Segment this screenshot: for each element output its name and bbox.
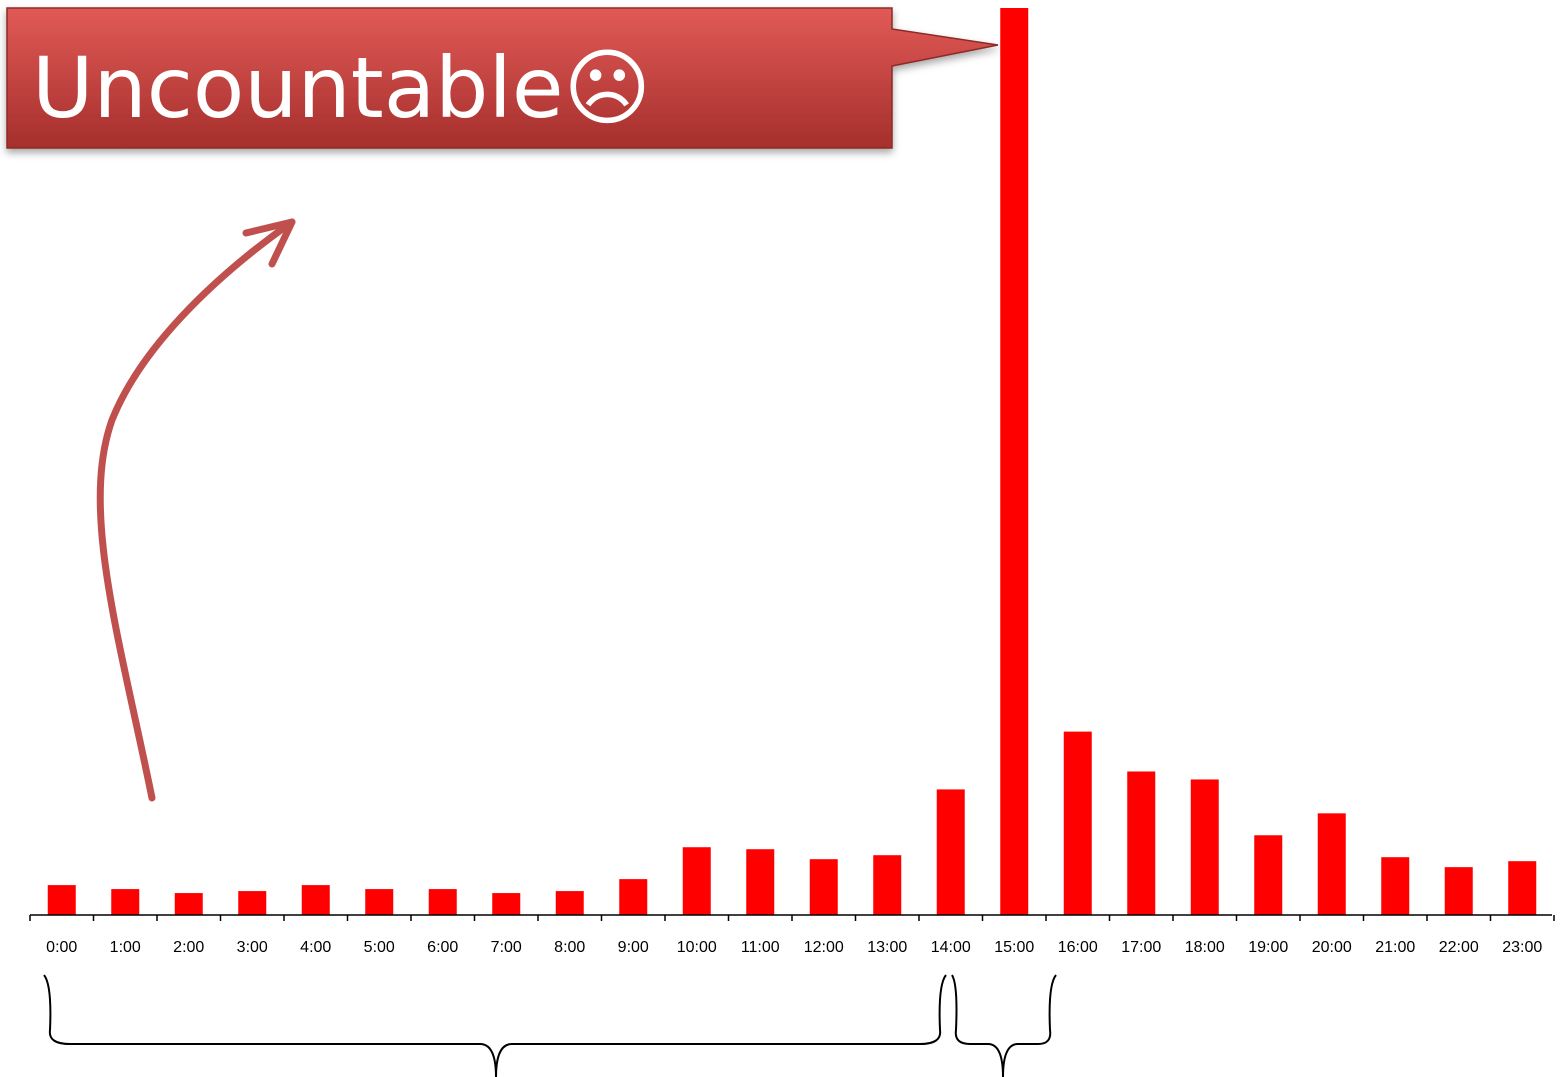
x-tick-label: 11:00 bbox=[741, 939, 780, 956]
x-tick-label: 17:00 bbox=[1121, 939, 1161, 956]
bar-9-00 bbox=[619, 879, 648, 915]
x-tick-label: 6:00 bbox=[427, 939, 458, 956]
x-tick-label: 8:00 bbox=[554, 939, 585, 956]
x-tick-label: 7:00 bbox=[491, 939, 522, 956]
bar-20-00 bbox=[1317, 813, 1346, 915]
x-tick-label: 15:00 bbox=[994, 939, 1034, 956]
bar-18-00 bbox=[1190, 779, 1219, 915]
x-tick-label: 2:00 bbox=[173, 939, 204, 956]
bar-2-00 bbox=[174, 893, 203, 915]
bar-14-00 bbox=[936, 789, 965, 915]
bar-5-00 bbox=[365, 889, 394, 915]
x-tick-label: 3:00 bbox=[237, 939, 268, 956]
x-tick-label: 10:00 bbox=[677, 939, 717, 956]
bar-7-00 bbox=[492, 893, 521, 915]
bar-17-00 bbox=[1127, 771, 1156, 915]
callout-box bbox=[6, 7, 999, 149]
x-tick-label: 22:00 bbox=[1439, 939, 1479, 956]
bar-12-00 bbox=[809, 859, 838, 915]
x-tick-label: 9:00 bbox=[618, 939, 649, 956]
x-tick-label: 20:00 bbox=[1312, 939, 1352, 956]
bar-16-00 bbox=[1063, 731, 1092, 915]
x-tick-label: 21:00 bbox=[1375, 939, 1415, 956]
callout-text: Uncountable☹ bbox=[32, 39, 651, 137]
brace-large bbox=[43, 974, 947, 1077]
bar-23-00 bbox=[1508, 861, 1537, 915]
x-tick-label: 12:00 bbox=[804, 939, 844, 956]
curved-arrow bbox=[96, 218, 296, 802]
x-tick-label: 5:00 bbox=[364, 939, 395, 956]
callout bbox=[6, 7, 999, 149]
bar-13-00 bbox=[873, 855, 902, 915]
bar-3-00 bbox=[238, 891, 267, 915]
bar-0-00 bbox=[47, 885, 76, 915]
bars-group bbox=[47, 8, 1537, 915]
bar-8-00 bbox=[555, 891, 584, 915]
x-tick-label: 1:00 bbox=[110, 939, 141, 956]
bar-19-00 bbox=[1254, 835, 1283, 915]
bar-21-00 bbox=[1381, 857, 1410, 915]
x-axis-tick-labels: 0:00 1:00 2:00 3:00 4:00 5:00 6:00 7:00 8:00 9:00… bbox=[46, 939, 1542, 956]
bar-6-00 bbox=[428, 889, 457, 915]
x-tick-label: 14:00 bbox=[931, 939, 971, 956]
curved-arrow-head bbox=[242, 218, 296, 268]
bar-4-00 bbox=[301, 885, 330, 915]
x-tick-label: 23:00 bbox=[1502, 939, 1542, 956]
x-tick-label: 0:00 bbox=[46, 939, 77, 956]
bar-10-00 bbox=[682, 847, 711, 915]
bar-11-00 bbox=[746, 849, 775, 915]
x-axis-ticks bbox=[29, 915, 1555, 921]
x-tick-label: 19:00 bbox=[1248, 939, 1288, 956]
x-tick-label: 16:00 bbox=[1058, 939, 1098, 956]
bar-22-00 bbox=[1444, 867, 1473, 915]
bar-15-00 bbox=[1000, 8, 1029, 915]
bar-1-00 bbox=[111, 889, 140, 915]
x-tick-label: 13:00 bbox=[867, 939, 907, 956]
x-tick-label: 18:00 bbox=[1185, 939, 1225, 956]
x-tick-label: 4:00 bbox=[300, 939, 331, 956]
brace-small bbox=[951, 974, 1057, 1077]
